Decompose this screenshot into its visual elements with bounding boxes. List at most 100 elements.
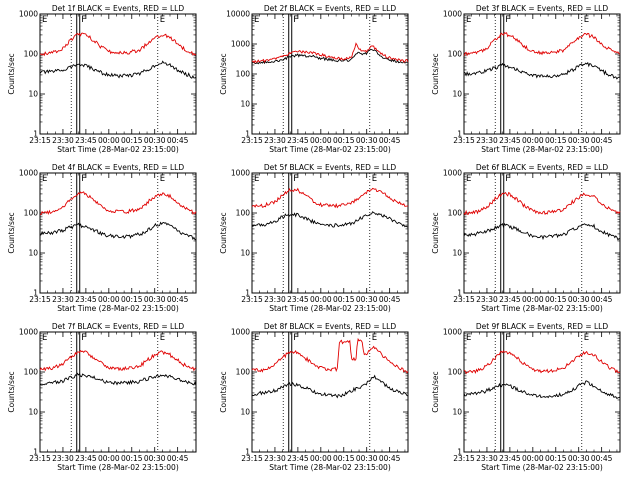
- series-lld-line: [39, 32, 197, 57]
- panel-title: Det 7f BLACK = Events, RED = LLD: [52, 322, 185, 331]
- marker-label: E: [254, 333, 259, 343]
- x-tick-label: 00:45: [167, 454, 189, 463]
- y-tick-label: 100: [24, 50, 39, 59]
- x-axis-label: Start Time (28-Mar-02 23:15:00): [57, 304, 179, 313]
- y-axis-label: Counts/sec: [431, 371, 440, 412]
- y-tick-label: 1: [33, 289, 38, 298]
- series-events-line: [251, 48, 409, 65]
- y-tick-label: 1: [245, 448, 250, 457]
- y-axis-label: Counts/sec: [431, 53, 440, 94]
- x-tick-label: 00:45: [167, 295, 189, 304]
- x-tick-label: 00:15: [545, 295, 567, 304]
- y-tick-label: 1000: [19, 328, 38, 337]
- marker-label: F: [505, 15, 510, 25]
- marker-label: E: [42, 15, 47, 25]
- series-lld-line: [463, 191, 621, 216]
- x-tick-label: 00:15: [333, 454, 355, 463]
- y-tick-label: 100: [448, 209, 463, 218]
- marker-label: F: [293, 15, 298, 25]
- marker-label: E: [160, 174, 165, 184]
- y-tick-label: 1000: [443, 169, 462, 178]
- plot-frame: [463, 331, 621, 453]
- y-tick-label: 10: [28, 90, 38, 99]
- x-axis-label: Start Time (28-Mar-02 23:15:00): [481, 463, 603, 472]
- marker-label: E: [584, 333, 589, 343]
- x-tick-label: 00:00: [522, 454, 544, 463]
- x-tick-label: 00:30: [144, 136, 166, 145]
- plot-frame: [39, 331, 197, 453]
- marker-label: E: [584, 15, 589, 25]
- y-tick-label: 1: [33, 130, 38, 139]
- y-tick-label: 100: [448, 368, 463, 377]
- x-tick-label: 00:45: [591, 454, 613, 463]
- panel-det-7: Det 7f BLACK = Events, RED = LLD 1 10 100 10…: [7, 322, 197, 472]
- y-tick-label: 1000: [19, 10, 38, 19]
- y-tick-label: 1: [457, 448, 462, 457]
- series-lld-line: [463, 350, 621, 375]
- x-tick-label: 00:30: [568, 454, 590, 463]
- marker-label: F: [81, 174, 86, 184]
- x-tick-label: 00:30: [356, 295, 378, 304]
- y-axis-label: Counts/sec: [219, 371, 228, 412]
- series-events-line: [39, 372, 197, 386]
- panel-title: Det 1f BLACK = Events, RED = LLD: [52, 4, 185, 13]
- plot-frame: [251, 13, 409, 135]
- x-tick-label: 00:15: [121, 454, 143, 463]
- marker-label: E: [372, 333, 377, 343]
- x-tick-label: 23:15: [241, 136, 263, 145]
- series-lld-line: [39, 349, 197, 372]
- y-tick-label: 10: [452, 408, 462, 417]
- x-tick-label: 23:45: [499, 295, 521, 304]
- x-tick-label: 23:15: [453, 295, 475, 304]
- marker-label: E: [372, 174, 377, 184]
- series-events-line: [251, 211, 409, 228]
- y-axis-label: Counts/sec: [7, 53, 16, 94]
- x-tick-label: 00:45: [379, 295, 401, 304]
- y-axis-label: Counts/sec: [431, 212, 440, 253]
- y-axis-label: Counts/sec: [7, 371, 16, 412]
- panel-det-2: Det 2f BLACK = Events, RED = LLD 1 10 100 10…: [219, 4, 409, 154]
- x-tick-label: 23:45: [499, 454, 521, 463]
- x-tick-label: 23:15: [29, 136, 51, 145]
- x-tick-label: 00:30: [568, 295, 590, 304]
- series-events-line: [251, 374, 409, 399]
- x-tick-label: 00:30: [356, 136, 378, 145]
- marker-label: F: [81, 333, 86, 343]
- x-tick-label: 00:45: [379, 136, 401, 145]
- plot-frame: [463, 13, 621, 135]
- x-tick-label: 23:30: [264, 136, 286, 145]
- panel-det-3: Det 3f BLACK = Events, RED = LLD 1 10 100 10…: [431, 4, 621, 154]
- x-tick-label: 23:15: [29, 295, 51, 304]
- x-tick-label: 00:30: [356, 454, 378, 463]
- series-events-line: [463, 222, 621, 241]
- x-tick-label: 23:15: [241, 454, 263, 463]
- panel-title: Det 2f BLACK = Events, RED = LLD: [264, 4, 397, 13]
- x-axis-label: Start Time (28-Mar-02 23:15:00): [269, 145, 391, 154]
- x-tick-label: 23:30: [52, 454, 74, 463]
- x-tick-label: 00:15: [121, 295, 143, 304]
- x-tick-label: 23:15: [29, 454, 51, 463]
- plot-frame: [251, 331, 409, 453]
- marker-label: E: [466, 15, 471, 25]
- x-tick-label: 23:30: [476, 454, 498, 463]
- panel-title: Det 4f BLACK = Events, RED = LLD: [52, 163, 185, 172]
- series-lld-line: [39, 191, 197, 216]
- marker-label: E: [42, 333, 47, 343]
- y-tick-label: 100: [236, 368, 251, 377]
- series-lld-line: [251, 337, 409, 374]
- series-lld-line: [251, 42, 409, 64]
- x-tick-label: 00:15: [121, 136, 143, 145]
- y-tick-label: 100: [24, 368, 39, 377]
- x-tick-label: 00:00: [310, 136, 332, 145]
- x-tick-label: 00:00: [98, 454, 120, 463]
- x-tick-label: 23:45: [287, 295, 309, 304]
- x-tick-label: 23:45: [75, 454, 97, 463]
- x-tick-label: 23:30: [476, 136, 498, 145]
- y-tick-label: 1: [33, 448, 38, 457]
- x-tick-label: 23:45: [75, 295, 97, 304]
- y-tick-label: 10: [28, 249, 38, 258]
- x-tick-label: 00:45: [167, 136, 189, 145]
- x-tick-label: 23:15: [453, 454, 475, 463]
- y-tick-label: 10: [452, 90, 462, 99]
